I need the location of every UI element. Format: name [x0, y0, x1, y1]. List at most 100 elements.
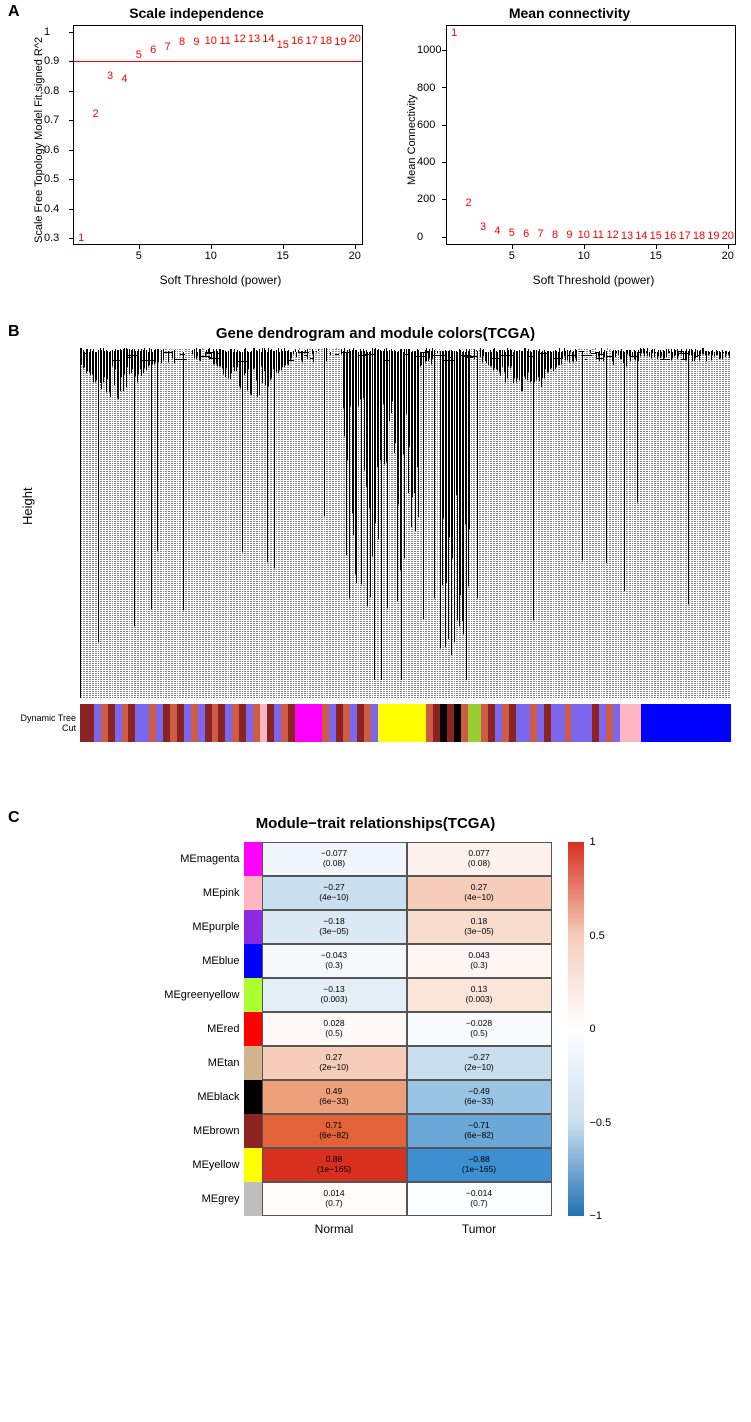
- data-point: 10: [205, 35, 217, 47]
- module-color-segment: [122, 704, 129, 742]
- module-color-segment: [661, 704, 668, 742]
- module-color-segment: [495, 704, 502, 742]
- data-point: 16: [291, 35, 303, 47]
- data-point: 11: [219, 35, 230, 47]
- module-color-segment: [668, 704, 675, 742]
- module-color-segment: [724, 704, 731, 742]
- module-color-segment: [163, 704, 170, 742]
- panel-a-row: A Scale independence Scale Free Topology…: [10, 5, 741, 305]
- heatmap-row: MEblack0.49(6e−33)−0.49(6e−33): [134, 1080, 552, 1114]
- module-color-segment: [225, 704, 232, 742]
- scale-independence-frame: 51015200.30.40.50.60.70.80.9112345678910…: [73, 25, 363, 245]
- module-color-segment: [239, 704, 246, 742]
- module-color-segment: [710, 704, 717, 742]
- module-color-segment: [170, 704, 177, 742]
- module-color-segment: [385, 704, 392, 742]
- data-point: 17: [678, 230, 690, 242]
- module-name: MEtan: [134, 1046, 244, 1080]
- module-color-segment: [267, 704, 274, 742]
- module-name: MEmagenta: [134, 842, 244, 876]
- module-color-segment: [128, 704, 135, 742]
- module-color-segment: [592, 704, 599, 742]
- module-color-segment: [322, 704, 329, 742]
- data-point: 5: [136, 49, 142, 61]
- data-point: 7: [165, 41, 171, 53]
- heatmap-cell: 0.27(2e−10): [262, 1046, 407, 1080]
- panel-c-title: Module−trait relationships(TCGA): [10, 815, 741, 832]
- module-color-bar: [80, 704, 731, 742]
- module-color-segment: [675, 704, 682, 742]
- module-color-segment: [419, 704, 426, 742]
- heatmap-cell: −0.028(0.5): [407, 1012, 552, 1046]
- module-color-swatch: [244, 944, 262, 978]
- module-color-swatch: [244, 978, 262, 1012]
- module-color-segment: [191, 704, 198, 742]
- module-color-segment: [149, 704, 156, 742]
- data-point: 17: [305, 35, 317, 47]
- data-point: 18: [320, 35, 332, 47]
- module-color-segment: [94, 704, 101, 742]
- module-color-segment: [80, 704, 87, 742]
- module-color-segment: [703, 704, 710, 742]
- data-point: 12: [233, 33, 245, 45]
- data-point: 15: [277, 39, 289, 51]
- scale-independence-xlabel: Soft Threshold (power): [73, 273, 368, 287]
- module-color-segment: [350, 704, 357, 742]
- module-color-segment: [135, 704, 142, 742]
- heatmap-row: MEmagenta−0.077(0.08)0.077(0.08): [134, 842, 552, 876]
- mean-connectivity-xlabel: Soft Threshold (power): [446, 273, 741, 287]
- heatmap-col-tumor: Tumor: [407, 1216, 552, 1236]
- heatmap-cell: −0.18(3e−05): [262, 910, 407, 944]
- heatmap-cell: −0.27(4e−10): [262, 876, 407, 910]
- module-color-segment: [253, 704, 260, 742]
- data-point: 20: [722, 230, 734, 242]
- module-color-segment: [274, 704, 281, 742]
- panel-a: Scale independence Scale Free Topology M…: [10, 5, 741, 305]
- module-color-segment: [378, 704, 385, 742]
- dendro-container: 0.60.70.80.91.0: [80, 348, 731, 698]
- module-color-segment: [142, 704, 149, 742]
- module-name: MEgrey: [134, 1182, 244, 1216]
- colorbar-tick: 1: [590, 836, 596, 848]
- data-point: 1: [451, 27, 457, 39]
- module-color-segment: [108, 704, 115, 742]
- module-color-segment: [357, 704, 364, 742]
- heatmap-cell: 0.49(6e−33): [262, 1080, 407, 1114]
- module-name: MEblack: [134, 1080, 244, 1114]
- panel-b-label: B: [8, 323, 20, 341]
- module-color-segment: [412, 704, 419, 742]
- module-color-segment: [641, 704, 648, 742]
- tree-cut-label: Dynamic Tree Cut: [10, 713, 80, 733]
- data-point: 5: [509, 227, 515, 239]
- module-color-segment: [689, 704, 696, 742]
- module-name: MEgreenyellow: [134, 978, 244, 1012]
- data-point: 4: [121, 73, 127, 85]
- data-point: 2: [466, 197, 472, 209]
- data-point: 3: [480, 221, 486, 233]
- module-color-segment: [558, 704, 565, 742]
- module-color-segment: [232, 704, 239, 742]
- module-color-segment: [218, 704, 225, 742]
- heatmap-cell: −0.014(0.7): [407, 1182, 552, 1216]
- module-color-segment: [475, 704, 482, 742]
- color-bar-row: Dynamic Tree Cut: [10, 704, 741, 742]
- heatmap-row: MEpurple−0.18(3e−05)0.18(3e−05): [134, 910, 552, 944]
- module-color-segment: [606, 704, 613, 742]
- module-color-swatch: [244, 842, 262, 876]
- module-name: MEred: [134, 1012, 244, 1046]
- mean-connectivity-title: Mean connectivity: [398, 5, 741, 21]
- module-color-swatch: [244, 1182, 262, 1216]
- data-point: 1: [78, 232, 84, 244]
- data-point: 7: [538, 228, 544, 240]
- module-color-segment: [523, 704, 530, 742]
- data-point: 6: [150, 44, 156, 56]
- module-color-segment: [156, 704, 163, 742]
- module-name: MEbrown: [134, 1114, 244, 1148]
- panel-c-label: C: [8, 809, 20, 827]
- heatmap-row: MEblue−0.043(0.3)0.043(0.3): [134, 944, 552, 978]
- colorbar-tick: −0.5: [590, 1117, 612, 1129]
- scale-independence-title: Scale independence: [25, 5, 368, 21]
- colorbar-tick: 0: [590, 1023, 596, 1035]
- module-name: MEpurple: [134, 910, 244, 944]
- module-color-segment: [426, 704, 433, 742]
